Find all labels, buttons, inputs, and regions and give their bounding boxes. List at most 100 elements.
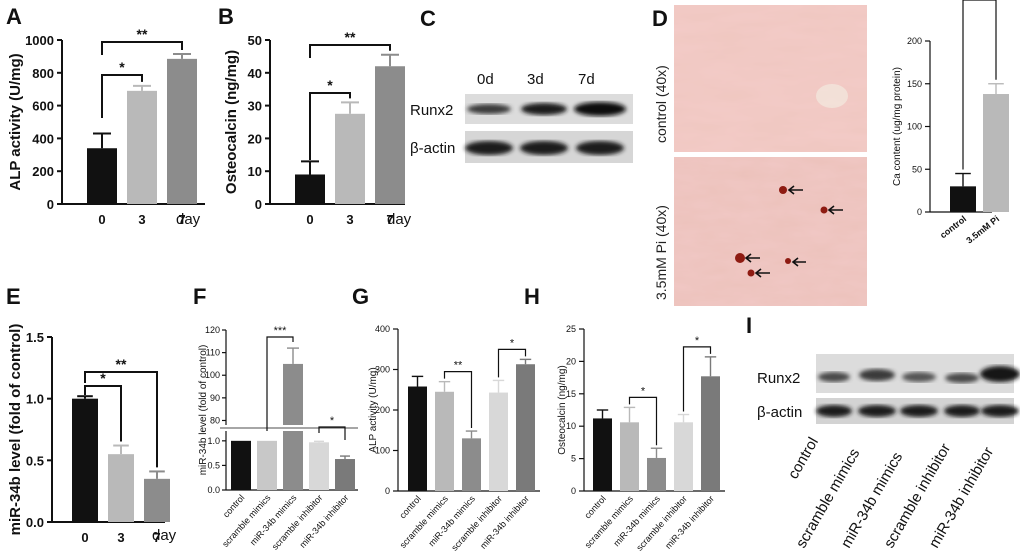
y-tick-label: 0.5 [207,460,220,470]
bar-scramble-inhibitor [489,392,508,491]
significance-label: ** [116,356,127,372]
blot-i-band-actin-1 [816,405,852,417]
significance-bracket [101,74,143,118]
blot-c-lane-3d: 3d [527,71,544,88]
panel-letter-c: C [420,6,436,31]
calcium-nodule [820,206,828,214]
western-blot-c: 0d 3d 7d Runx2 β-actin [410,71,633,163]
arrow-icon [791,257,806,267]
y-tick-label: 5 [571,454,576,464]
arrow-icon [744,253,760,263]
significance-bracket [628,396,658,446]
arrow-icon [787,185,803,195]
panel-letter-h: H [524,284,540,309]
chart-ca-content: 0 50 100 150 200 Ca content (ug/mg protein) co… [892,0,1009,246]
y-tick-label: 0 [917,207,922,217]
y-tick-label: 200 [375,405,390,415]
significance-bracket [497,348,527,378]
x-tick-label: 7 [178,212,185,227]
x-tick-label: miR-34b mimics [611,493,662,548]
bar-mir-34b-mimics [462,438,481,491]
y-tick-label: 100 [375,446,390,456]
y-tick-label: 110 [206,348,220,358]
bar-3 [127,90,157,204]
calcium-nodule [735,253,745,263]
x-tick-label: miR-34b inhibitor [298,493,351,550]
bar-scramble-mimics [620,422,639,491]
significance-label: * [100,370,106,386]
y-tick-label: 10 [566,421,576,431]
blot-i-band-runx2-1 [818,372,850,382]
significance-label: ** [137,26,148,42]
micrograph-control-texture [674,5,867,152]
y-tick-label: 120 [205,325,220,335]
x-axis-unit-label: day [176,211,201,228]
y-tick-label: 800 [32,66,54,81]
blot-c-lane-7d: 7d [578,71,595,88]
x-tick-label: scramble mimics [583,493,636,550]
y-tick-label: 10 [248,164,262,179]
y-tick-label: 200 [907,36,922,46]
chart-alp-activity-treatment: 0 100 200 300 400 ALP activity (U/mg) controls… [368,324,540,553]
significance-bracket [962,0,997,170]
x-tick-label: miR-34b mimics [248,492,299,547]
panel-letter-g: G [352,284,369,309]
bar-mir-34b-inhibitor [701,376,720,491]
micrograph-control-clear-area [816,84,848,108]
y-axis-label: Osteocalcin (ng/mg) [557,365,568,454]
bar-mir-34b-mimics-lower [283,431,303,490]
bar-scramble-mimics [435,391,454,491]
nodule-arrows [744,185,843,278]
y-tick-label: 0 [47,197,54,212]
bar-3 [108,454,134,522]
y-tick-label: 80 [210,415,220,425]
y-tick-label: 100 [205,370,220,380]
bar-0 [72,398,98,522]
bar-3 [335,113,365,204]
arrow-icon [754,268,770,278]
chart-mir34b-level-treatment: 0.0 0.5 1.0 80 90 100 110 120 miR-34b level (fol… [198,325,358,552]
y-tick-label: 50 [912,164,922,174]
x-tick-label: 3 [117,530,124,545]
y-tick-label: 20 [566,356,576,366]
bar-mir-34b-mimics [647,457,666,491]
bar-3-5mm-pi [983,94,1009,212]
micrograph-label-treated: 3.5mM Pi (40x) [653,205,669,300]
significance-label: * [327,77,333,93]
bar-scramble-inhibitor [674,422,693,491]
y-tick-label: 0.0 [26,515,44,530]
significance-bracket [682,346,712,412]
significance-label: *** [274,325,288,337]
y-tick-label: 0 [571,486,576,496]
significance-bracket [266,336,294,431]
calcium-nodule [785,258,791,264]
x-tick-label: 3.5mM Pi [964,214,1001,246]
y-tick-label: 25 [566,324,576,334]
significance-bracket [84,385,122,442]
y-axis-label: Ca content (ug/mg protein) [892,67,903,186]
x-tick-label: control [397,494,423,521]
y-tick-label: 200 [32,164,54,179]
x-tick-label: miR-34b inhibitor [478,494,531,551]
significance-label: * [641,385,646,397]
x-tick-label: scramble mimics [398,493,451,550]
blot-c-band-runx2-0d [467,104,511,114]
significance-bracket [318,426,346,440]
blot-c-band-actin-0d [465,141,513,155]
western-blot-i: Runx2 β-actin control scramble mimics mi… [757,354,1020,551]
significance-label: * [510,337,515,349]
y-tick-label: 50 [248,33,262,48]
blot-i-band-runx2-2 [859,369,895,381]
y-axis-label: miR-34b level (fold of control) [7,324,24,536]
blot-i-band-actin-4 [944,405,980,417]
blot-c-lane-0d: 0d [477,71,494,88]
bar-scramble-mimics [257,440,277,490]
blot-i-band-runx2-4 [945,373,979,383]
blot-c-band-actin-7d [576,141,624,155]
x-tick-label: 3 [346,212,353,227]
y-tick-label: 100 [907,122,922,132]
x-tick-label: 3 [138,212,145,227]
y-tick-label: 600 [32,99,54,114]
y-tick-label: 300 [375,365,390,375]
